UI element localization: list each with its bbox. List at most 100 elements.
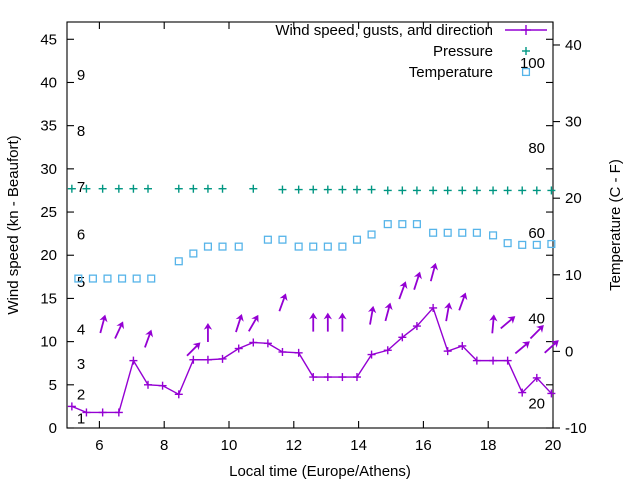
marker-square [189,249,198,258]
x-tick-label: 16 [415,437,432,454]
fahrenheit-label: 100 [520,55,545,72]
wind-direction-arrow [384,302,393,322]
marker-square [203,242,212,251]
x-tick-label: 8 [160,437,168,454]
wind-direction-arrow [500,316,516,330]
marker-square [234,242,243,251]
x-tick-label: 18 [480,437,497,454]
fahrenheit-label: 40 [528,311,545,328]
marker-square [367,230,376,239]
y-tick-label: 30 [40,161,57,178]
beaufort-label: 8 [77,123,85,140]
wind-direction-arrow [235,313,244,333]
x-tick-label: 10 [221,437,238,454]
x-tick-label: 14 [350,437,367,454]
marker-square [88,274,97,283]
wind-direction-arrow [323,312,333,332]
y-tick-label: 5 [49,377,57,394]
marker-square [309,242,318,251]
marker-square [338,242,347,251]
marker-square [132,274,141,283]
y-tick-label: 10 [40,334,57,351]
y2-tick-label: 30 [565,114,582,131]
wind-direction-arrow [203,322,213,342]
x-tick-label: 6 [95,437,103,454]
marker-square [472,228,481,237]
marker-square [218,242,227,251]
marker-square [489,231,498,240]
marker-square [278,235,287,244]
marker-square [503,239,512,248]
beaufort-label: 6 [77,227,85,244]
wind-direction-arrow [413,271,422,290]
wind-direction-arrow [248,314,259,332]
wind-direction-arrow [309,312,318,332]
y2-tick-label: 40 [565,37,582,54]
y2-axis-title: Temperature (C - F) [607,159,624,291]
beaufort-label: 5 [77,274,85,291]
wind-direction-arrow [144,329,154,348]
fahrenheit-label: 20 [528,396,545,413]
marker-square [147,274,156,283]
y-tick-label: 20 [40,247,57,264]
marker-square [458,228,467,237]
marker-square [518,240,527,249]
marker-square [294,242,303,251]
marker-square [398,220,407,229]
legend-label-0: Wind speed, gusts, and direction [275,22,493,39]
marker-square [412,220,421,229]
wind-direction-arrow [278,293,288,312]
y-tick-label: 35 [40,118,57,135]
marker-square [118,274,127,283]
y2-tick-label: 0 [565,343,573,360]
wind-direction-arrow [186,342,201,357]
marker-square [263,235,272,244]
marker-square [429,228,438,237]
beaufort-label: 3 [77,356,85,373]
y-tick-label: 45 [40,31,57,48]
y-tick-label: 15 [40,290,57,307]
beaufort-label: 4 [77,322,85,339]
beaufort-label: 9 [77,67,85,84]
legend-label-2: Temperature [409,64,493,81]
marker-square [443,228,452,237]
wind-direction-arrow [444,302,453,322]
y2-tick-label: 20 [565,190,582,207]
beaufort-label: 2 [77,386,85,403]
beaufort-label: 1 [77,411,85,428]
marker-square [532,240,541,249]
plot-frame [66,21,554,429]
wind-direction-arrow [398,281,408,300]
marker-square [174,257,183,266]
beaufort-label: 7 [77,179,85,196]
wind-direction-arrow [544,340,559,354]
wind-direction-arrow [429,262,439,282]
y2-tick-label: 10 [565,267,582,284]
wind-direction-arrow [514,341,530,355]
fahrenheit-label: 60 [528,225,545,242]
x-tick-label: 20 [545,437,562,454]
marker-square [383,220,392,229]
x-axis-title: Local time (Europe/Athens) [229,463,411,480]
wind-direction-arrow [367,305,377,325]
marker-square [547,239,556,249]
y-tick-label: 25 [40,204,57,221]
y-tick-label: 0 [49,420,57,437]
x-tick-label: 12 [285,437,302,454]
legend-label-1: Pressure [433,43,493,60]
legend-swatch-square [521,67,531,77]
marker-square [323,242,332,251]
wind-direction-arrow [114,321,124,339]
marker-square [103,274,112,283]
wind-direction-arrow [529,325,544,340]
y-tick-label: 40 [40,74,57,91]
wind-direction-arrow [489,314,498,334]
marker-square [74,274,83,283]
fahrenheit-label: 80 [528,140,545,157]
wind-direction-arrow [99,314,108,334]
marker-square [352,235,362,244]
wind-direction-arrow [338,312,347,332]
y-axis-title: Wind speed (kn - Beaufort) [5,135,22,314]
